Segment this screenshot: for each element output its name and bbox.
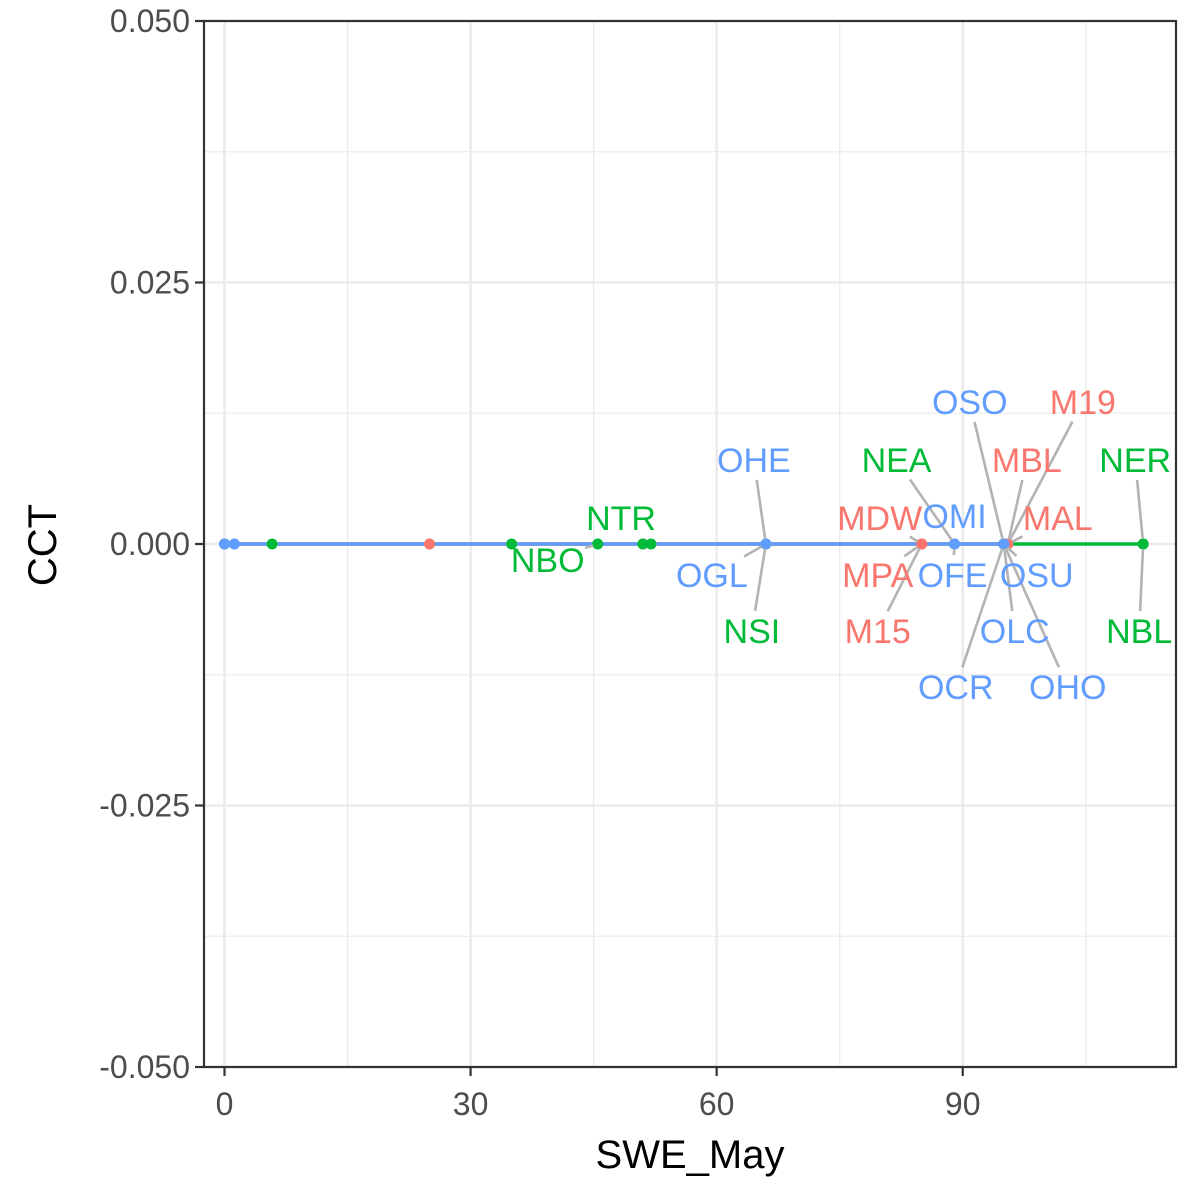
label-connector <box>973 421 1004 540</box>
data-point <box>760 538 772 550</box>
point-label: MBL <box>992 442 1062 480</box>
label-connector <box>909 535 919 543</box>
point-label: NER <box>1099 442 1171 480</box>
label-connector <box>886 547 921 612</box>
y-axis-title: CCT <box>21 504 65 586</box>
point-label: NEA <box>862 442 932 480</box>
data-points <box>219 538 1149 550</box>
data-point <box>949 538 961 550</box>
point-label: OGL <box>676 557 748 595</box>
point-label: OLC <box>980 613 1050 651</box>
y-tick-label: 0.025 <box>110 265 190 301</box>
label-connectors <box>584 421 1145 668</box>
y-tick-label: -0.050 <box>99 1049 190 1085</box>
label-connector <box>1007 479 1024 540</box>
point-label: MDW <box>837 500 922 538</box>
label-connector <box>1003 548 1014 612</box>
point-label: NBO <box>511 542 585 580</box>
point-label: OSU <box>1000 557 1074 595</box>
x-tick-label: 60 <box>699 1086 735 1122</box>
data-point <box>637 538 649 550</box>
label-connector <box>1138 548 1145 612</box>
data-point <box>228 538 240 550</box>
data-point <box>266 538 278 550</box>
x-axis-title: SWE_May <box>596 1133 785 1177</box>
x-axis: 0 30 60 90 <box>216 1067 981 1122</box>
point-label: MPA <box>842 557 913 595</box>
y-tick-label: -0.025 <box>99 788 190 824</box>
point-label: OHE <box>717 442 791 480</box>
x-tick-label: 0 <box>216 1086 234 1122</box>
point-label: M19 <box>1050 384 1116 422</box>
label-connector <box>753 548 767 612</box>
point-label: OFE <box>918 557 988 595</box>
point-label: OHO <box>1029 669 1106 707</box>
data-point <box>645 538 657 550</box>
point-label: M15 <box>845 613 911 651</box>
label-connector <box>908 478 953 541</box>
label-connector <box>743 545 763 558</box>
point-label: NTR <box>586 500 656 538</box>
x-tick-label: 30 <box>453 1086 489 1122</box>
label-connector <box>584 544 594 550</box>
label-connector <box>755 479 767 540</box>
point-label: NBL <box>1106 613 1172 651</box>
data-point <box>916 538 928 550</box>
data-point <box>506 538 518 550</box>
label-connector <box>1004 548 1061 668</box>
data-point <box>592 538 604 550</box>
point-label: MAL <box>1023 500 1093 538</box>
y-tick-label: 0.000 <box>110 526 190 562</box>
label-connector <box>1009 421 1074 541</box>
point-label: OMI <box>922 498 986 536</box>
label-connector <box>1006 546 1018 557</box>
data-point <box>1137 538 1149 550</box>
y-axis: -0.050 -0.025 0.000 0.025 0.050 <box>99 3 204 1085</box>
label-connector <box>1011 535 1024 543</box>
label-connector <box>961 548 1004 668</box>
point-label: NSI <box>724 613 781 651</box>
label-connector <box>1135 479 1145 540</box>
data-point <box>424 538 436 550</box>
y-tick-label: 0.050 <box>110 3 190 39</box>
data-point <box>219 538 231 550</box>
label-connector <box>903 545 919 558</box>
data-point <box>998 538 1010 550</box>
x-tick-label: 90 <box>945 1086 981 1122</box>
point-label: OSO <box>932 384 1008 422</box>
point-label: OCR <box>918 669 994 707</box>
